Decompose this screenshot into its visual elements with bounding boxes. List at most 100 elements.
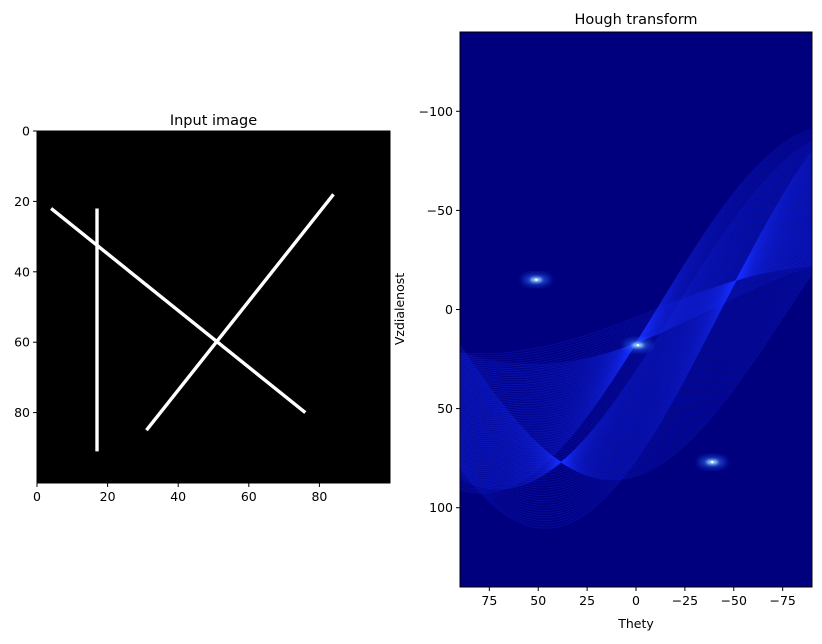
hough-sinusoid <box>460 233 812 400</box>
x-tick-label: −25 <box>672 593 698 608</box>
hough-sinusoid <box>460 164 812 476</box>
hough-sinusoid <box>460 254 812 370</box>
hough-sinusoid <box>460 239 812 467</box>
input-image-frame <box>36 130 391 484</box>
hough-sinusoid <box>460 188 812 467</box>
hough-sinusoid <box>460 170 812 473</box>
hough-sinusoid <box>460 245 812 468</box>
hough-sinusoid <box>460 164 812 507</box>
hough-peak-core-2 <box>636 343 640 347</box>
hough-sinusoid <box>460 152 812 527</box>
hough-sinusoid <box>460 150 812 484</box>
hough-sinusoid <box>460 168 812 502</box>
hough-sinusoid <box>460 271 812 480</box>
hough-sinusoid <box>460 184 812 476</box>
input-image-x-ticks: 0 20 40 60 80 <box>33 483 327 504</box>
y-tick-label: 0 <box>22 124 30 139</box>
hough-sinusoid <box>460 210 812 463</box>
hough-peak-core-3 <box>711 460 714 464</box>
x-tick-label: 0 <box>33 489 41 504</box>
hough-sinusoid <box>460 190 812 466</box>
hough-peaks <box>522 273 727 469</box>
hough-sinusoid <box>460 273 812 481</box>
hough-sinusoid <box>460 169 812 499</box>
x-tick-label: 75 <box>481 593 497 608</box>
hough-sinusoid <box>460 259 812 363</box>
x-tick-label: 60 <box>241 489 257 504</box>
hough-sinusoid <box>460 221 812 464</box>
hough-sinusoid <box>460 168 812 474</box>
hough-sinusoid <box>460 155 812 522</box>
hough-sinusoid <box>460 251 812 470</box>
hough-sinusoid <box>460 211 812 434</box>
hough-sinusoid <box>460 230 812 405</box>
hough-sinusoid <box>460 196 812 465</box>
hough-sinusoid <box>460 180 812 481</box>
y-tick-label: 100 <box>429 500 453 515</box>
hough-sinusoid <box>460 247 812 469</box>
hough-sinusoid <box>460 176 812 489</box>
y-tick-label: 80 <box>14 405 30 420</box>
hough-sinusoid <box>460 202 812 464</box>
hough-sinusoid <box>460 217 812 424</box>
hough-sinusoid <box>460 219 812 463</box>
x-tick-label: −50 <box>721 593 747 608</box>
input-image-lines <box>50 193 335 452</box>
y-tick-label: 20 <box>14 194 30 209</box>
hough-sinusoid <box>460 171 812 497</box>
hough-sinusoid <box>460 163 812 509</box>
y-tick-label: 40 <box>14 264 30 279</box>
hough-sinusoid <box>460 142 812 489</box>
hough-sinusoid <box>460 200 812 464</box>
hough-sinusoid <box>460 257 812 365</box>
hough-sinusoid <box>460 174 812 491</box>
hough-sinusoid <box>460 160 812 514</box>
hough-sinusoid <box>460 263 812 357</box>
hough-sinusoid <box>460 231 812 402</box>
hough-sinusoid <box>460 223 812 414</box>
input-image-panel: Input image 0 20 40 60 80 0 20 40 60 80 <box>14 113 391 504</box>
hough-sinusoid <box>460 252 812 372</box>
hough-sinusoid <box>460 144 812 487</box>
hough-sinusoid <box>460 178 812 470</box>
hough-sinusoid <box>460 160 812 478</box>
hough-sinusoid <box>460 219 812 422</box>
hough-sinusoid <box>460 214 812 463</box>
hough-sinusoid <box>460 180 812 469</box>
hough-sinusoid <box>460 172 812 472</box>
hough-sinusoid <box>460 187 812 471</box>
hough-sinusoid <box>460 215 812 427</box>
hough-y-ticks: −100 −50 0 50 100 <box>419 104 460 515</box>
hough-sinusoid <box>460 177 812 486</box>
x-tick-label: 25 <box>579 593 595 608</box>
hough-sinusoid <box>460 198 812 465</box>
hough-sinusoid <box>460 195 812 459</box>
hough-sinusoid <box>460 185 812 474</box>
hough-sinusoid <box>460 265 812 477</box>
hough-transform-frame <box>459 31 813 588</box>
input-image-y-ticks: 0 20 40 60 80 <box>14 124 37 420</box>
hough-sinusoid <box>460 255 812 472</box>
hough-x-axis-label: Thety <box>617 616 654 631</box>
hough-sinusoid <box>460 206 812 441</box>
input-image-title: Input image <box>170 113 257 129</box>
input-line-3 <box>145 193 335 432</box>
hough-sinusoid <box>460 166 812 475</box>
hough-sinusoid <box>460 222 812 417</box>
hough-sinusoid <box>460 182 812 469</box>
hough-sinusoid <box>460 156 812 519</box>
hough-sinusoid <box>460 156 812 480</box>
hough-sinusoid <box>460 194 812 465</box>
hough-sinusoid <box>460 176 812 471</box>
hough-sinusoid <box>460 267 812 478</box>
hough-sinusoid <box>460 214 812 429</box>
hough-sinusoid <box>460 192 812 466</box>
hough-sinusoid <box>460 154 812 481</box>
hough-sinusoid <box>460 235 812 466</box>
hough-sinusoid <box>460 188 812 469</box>
hough-peak-core-1 <box>535 278 538 281</box>
hough-sinusoid <box>460 257 812 473</box>
hough-sinusoid <box>460 235 812 397</box>
hough-sinusoid <box>460 190 812 466</box>
